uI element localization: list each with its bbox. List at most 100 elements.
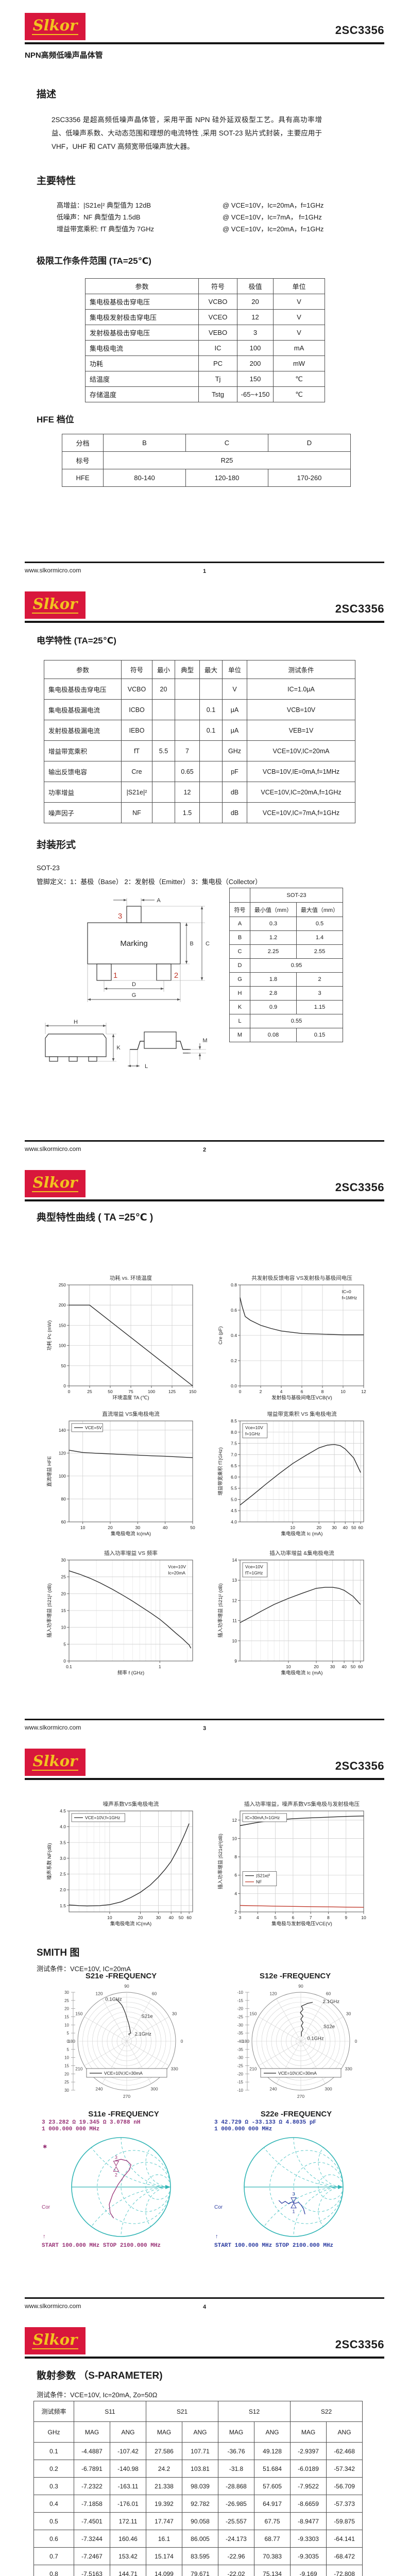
svg-text:集电极与发射极电压VCE(V): 集电极与发射极电压VCE(V): [271, 1921, 332, 1927]
svg-text:200: 200: [59, 1302, 66, 1308]
svg-text:5: 5: [67, 2031, 70, 2036]
svg-text:-15: -15: [237, 2080, 243, 2084]
marker-values: 3 42.729 Ω -33.133 Ω 4.8035 pF: [214, 2120, 317, 2126]
svg-text:30: 30: [330, 1664, 335, 1669]
svg-text:插入功率增益 VS 频率: 插入功率增益 VS 频率: [104, 1550, 158, 1556]
svg-text:|S21e|²: |S21e|²: [256, 1873, 270, 1878]
features-heading: 主要特性: [37, 176, 76, 187]
svg-text:2.1GHz: 2.1GHz: [323, 1999, 339, 2005]
svg-text:12: 12: [232, 1818, 237, 1823]
svg-text:5: 5: [67, 2047, 70, 2052]
feature-cond: @ VCE=10V，Ic=20mA，f=1GHz: [223, 225, 324, 233]
svg-text:15: 15: [61, 1608, 66, 1613]
svg-text:环境温度 TA (℃): 环境温度 TA (℃): [112, 1395, 149, 1401]
svg-text:8.5: 8.5: [231, 1418, 237, 1423]
package-top-view-drawing: Marking 3 1 2 A B C D G: [52, 892, 216, 1005]
svg-text:20: 20: [64, 2007, 69, 2011]
svg-text:15: 15: [64, 2015, 69, 2020]
feature-row: 低噪声：NF 典型值为 1.5dB @ VCE=10V，Ic=7mA， f=1GH…: [57, 212, 376, 222]
svg-text:-30: -30: [237, 2056, 243, 2060]
svg-text:VCE=10V,IC=30mA: VCE=10V,IC=30mA: [104, 2071, 143, 2076]
svg-text:20: 20: [61, 1591, 66, 1596]
svg-text:8: 8: [321, 1389, 324, 1394]
svg-text:4.0: 4.0: [60, 1824, 66, 1829]
svg-text:10: 10: [107, 1915, 112, 1920]
svg-text:1: 1: [159, 1664, 161, 1669]
feature-cond: @ VCE=10V，Ic=20mA，f=1GHz: [223, 201, 324, 209]
svg-text:5.5: 5.5: [231, 1486, 237, 1491]
svg-text:0.8: 0.8: [231, 1282, 237, 1287]
svg-text:0: 0: [239, 1389, 242, 1394]
svg-text:60: 60: [358, 1525, 363, 1530]
svg-text:25: 25: [64, 1998, 69, 2003]
table: 分档 B C D 标号 R25 HFE 80-140 120-180 170-260: [62, 434, 351, 487]
svg-text:4.5: 4.5: [231, 1508, 237, 1513]
brand-text: Slkor: [31, 595, 79, 614]
svg-text:D: D: [132, 981, 136, 988]
svg-text:3: 3: [118, 912, 122, 921]
svg-text:-25: -25: [237, 2064, 243, 2069]
svg-text:40: 40: [342, 1664, 347, 1669]
svg-text:0.1GHz: 0.1GHz: [307, 2036, 323, 2041]
chart-gain-nf-vs-vce: 3 4 5 6 7 8 9 10 2 4 6 8 10 12 插入功率增益，噪声系数VS集电极与发射极电压集…: [216, 1800, 371, 1928]
svg-text:9: 9: [234, 1658, 237, 1664]
svg-text:8.0: 8.0: [231, 1430, 237, 1435]
svg-text:Vce=10V: Vce=10V: [245, 1564, 263, 1569]
package-dimension-table: SOT-23 符号 最小值（mm） 最大值（mm） A 0.3 0.5 B 1.2 1.4 C 2.2…: [229, 888, 343, 1042]
svg-text:270: 270: [123, 2094, 130, 2099]
svg-text:10: 10: [361, 1915, 366, 1920]
svg-text:0.6: 0.6: [231, 1308, 237, 1313]
svg-text:50: 50: [190, 1525, 195, 1530]
svg-text:A: A: [157, 897, 161, 904]
marker-frequency: 1 000.000 000 MHz: [42, 2126, 100, 2132]
svg-text:4: 4: [280, 1389, 283, 1394]
svg-text:10: 10: [61, 1625, 66, 1630]
chart-hfe-vs-ic: 10 20 30 40 50 60 80 100 120 140 直流增益 VS集电极电流 集电极电流…: [45, 1410, 200, 1538]
svg-text:8: 8: [234, 1854, 237, 1859]
footer-rule: [25, 562, 384, 563]
svg-text:Marking: Marking: [120, 939, 147, 948]
marker-readout: 3 23.282 Ω 19.345 Ω 3.0788 nH 1 000.000 …: [42, 2120, 209, 2133]
feature-cond: @ VCE=10V，Ic=7mA， f=1GHz: [223, 213, 322, 221]
svg-text:-15: -15: [237, 1998, 243, 2003]
svg-text:240: 240: [269, 2087, 277, 2092]
svg-text:25: 25: [64, 2080, 69, 2084]
svg-text:0.2: 0.2: [231, 1358, 237, 1363]
electrical-table: 参数 符号 最小 典型 最大 单位 测试条件 集电极基极击穿电压 VCBO 20 V IC=1.0μA…: [44, 660, 355, 823]
svg-text:1: 1: [113, 971, 117, 980]
svg-text:20: 20: [108, 1525, 113, 1530]
slkor-logo: Slkor: [25, 591, 86, 619]
svg-text:10: 10: [290, 1525, 295, 1530]
svg-text:6: 6: [292, 1915, 294, 1920]
svg-text:10: 10: [286, 1664, 291, 1669]
chart-title: S22e -FREQUENCY: [260, 2110, 332, 2119]
svg-text:60: 60: [61, 1519, 66, 1524]
table: 参数 符号 极值 单位 集电极基极击穿电压 VCBO 20 V 集电极发射极击穿电压 VCEO 12…: [85, 278, 325, 402]
svg-text:13: 13: [232, 1578, 237, 1583]
svg-text:2.5: 2.5: [60, 1872, 66, 1877]
header-rule: [25, 621, 384, 623]
slkor-logo: Slkor: [25, 1749, 86, 1776]
feature-text: 高增益：|S21e|² 典型值为 12dB: [57, 201, 151, 209]
svg-text:插入功率增益 |S21|² (dB): 插入功率增益 |S21|² (dB): [217, 1583, 224, 1637]
svg-text:C: C: [206, 941, 210, 947]
sweep-range: START 100.000 MHz STOP 2100.000 MHz: [42, 2243, 161, 2249]
svg-text:40: 40: [168, 1915, 174, 1920]
part-number: 2SC3356: [335, 1181, 384, 1194]
svg-text:VCE=10V,IC=30mA: VCE=10V,IC=30mA: [278, 2071, 317, 2076]
svg-text:↑: ↑: [43, 2233, 46, 2240]
svg-text:140: 140: [59, 1428, 66, 1433]
svg-text:12: 12: [232, 1598, 237, 1603]
footer-rule: [25, 1719, 384, 1720]
package-heading: 封装形式: [37, 840, 76, 851]
table: 参数 符号 最小 典型 最大 单位 测试条件 集电极基极击穿电压 VCBO 20 V IC=1.0μA…: [44, 660, 355, 823]
svg-text:5.0: 5.0: [231, 1497, 237, 1502]
svg-text:Vce=10V: Vce=10V: [168, 1564, 186, 1569]
footer-website: www.slkormicro.com: [25, 567, 81, 574]
svg-text:4: 4: [257, 1915, 259, 1920]
brand-text: Slkor: [31, 2331, 79, 2349]
svg-text:VCE=5V: VCE=5V: [85, 1425, 102, 1430]
hfe-table: 分档 B C D 标号 R25 HFE 80-140 120-180 170-260: [62, 434, 351, 487]
svg-text:IC=0: IC=0: [342, 1289, 351, 1294]
svg-text:插入功率增益 |S21e|²(dB): 插入功率增益 |S21e|²(dB): [217, 1834, 224, 1889]
